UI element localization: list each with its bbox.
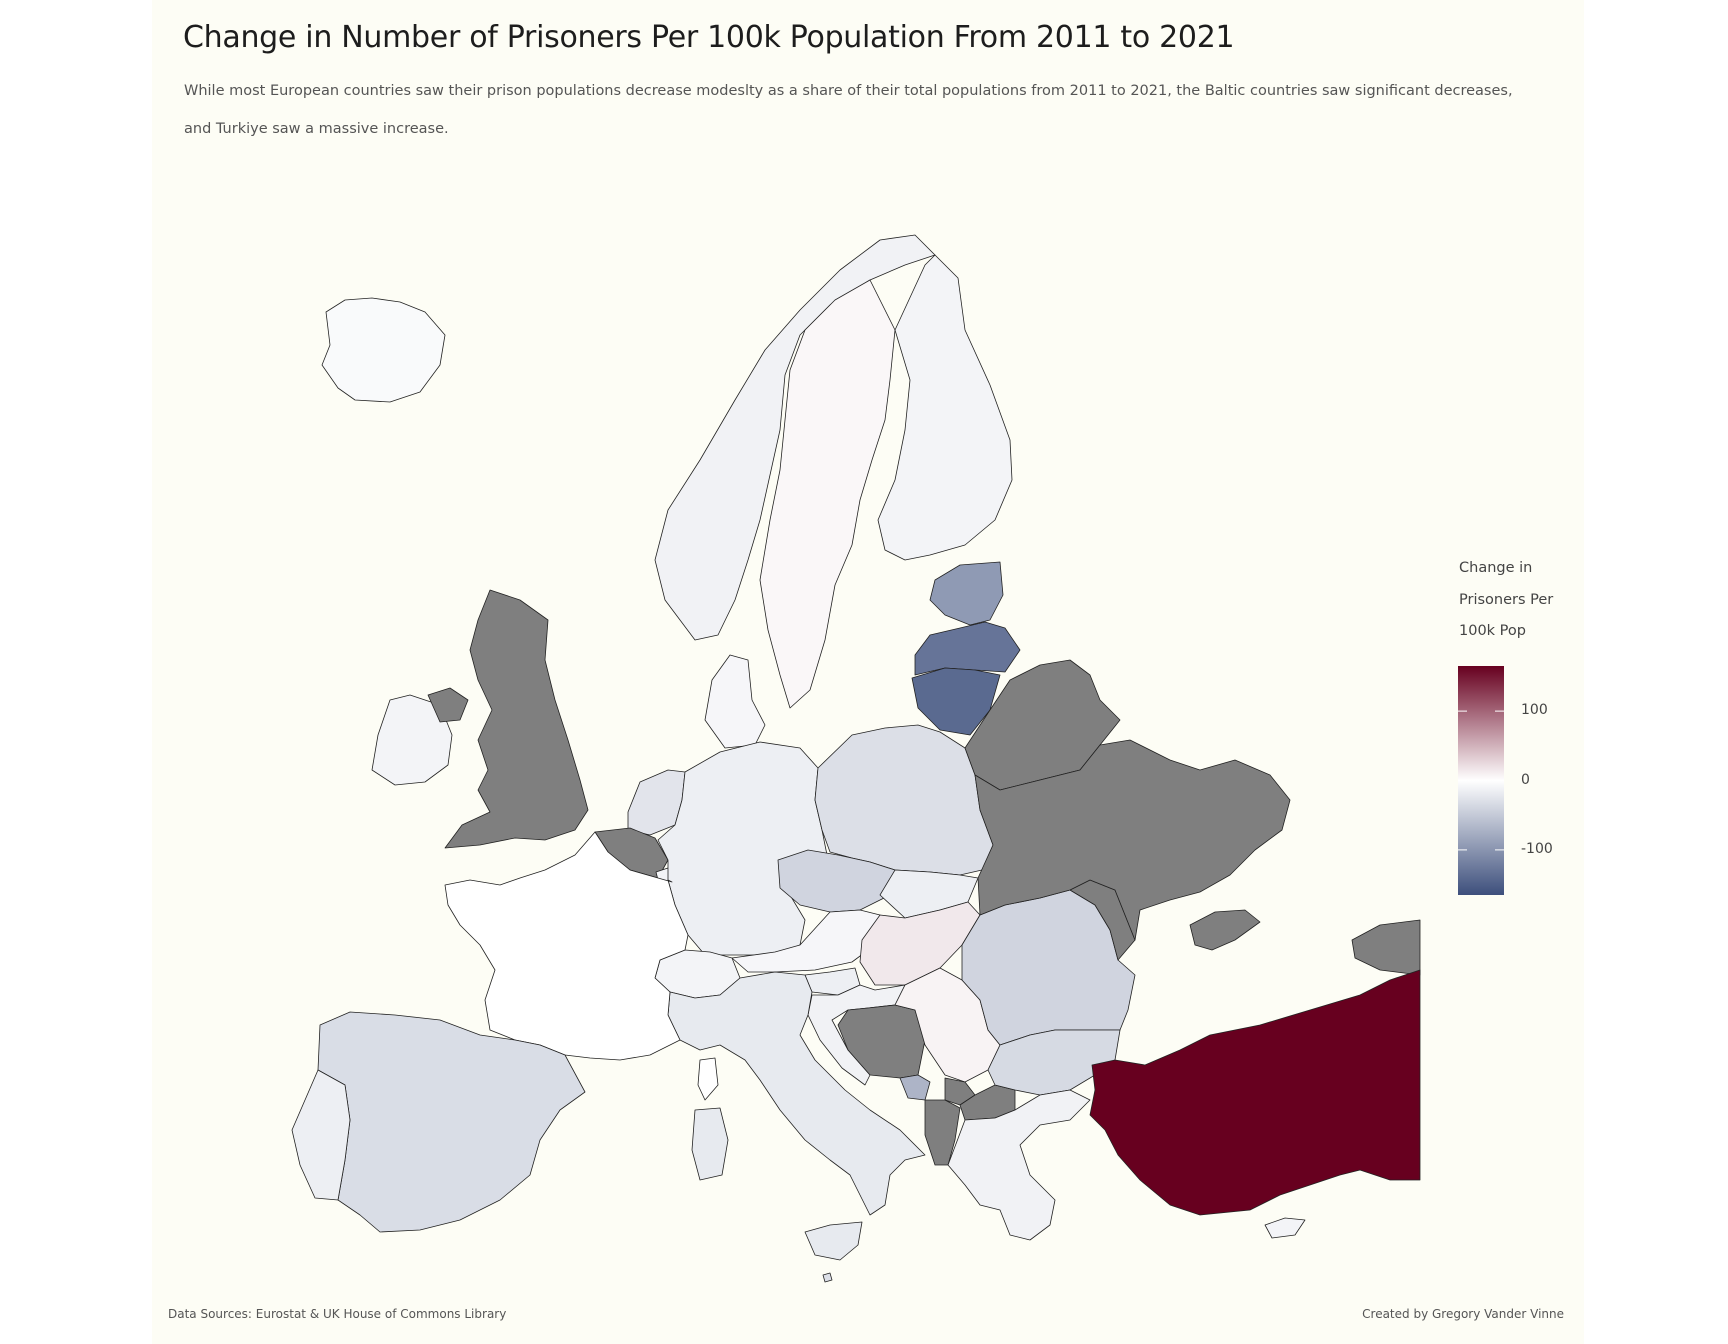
legend-tick-label: 100 <box>1521 702 1548 719</box>
region-greece <box>947 1089 1091 1241</box>
region-albania <box>924 1099 961 1166</box>
region-malta <box>822 1272 833 1283</box>
region-finland <box>877 254 1013 561</box>
region-northern-ireland <box>427 687 469 723</box>
region-sardinia <box>691 1107 729 1181</box>
region-iceland <box>321 297 446 403</box>
region-cyprus <box>1264 1217 1306 1239</box>
region-denmark <box>704 654 766 749</box>
author-credit: Created by Gregory Vander Vinne <box>1362 1307 1564 1321</box>
legend-title: Change in Prisoners Per 100k Pop <box>1459 560 1554 639</box>
region-italy <box>667 971 926 1216</box>
legend-tick-label: -100 <box>1521 840 1553 857</box>
region-ireland <box>371 694 453 786</box>
region-sweden <box>759 279 896 709</box>
region-latvia <box>914 621 1021 676</box>
map-title: Change in Number of Prisoners Per 100k P… <box>183 20 1235 55</box>
region-crimea <box>1189 909 1261 951</box>
region-corsica <box>697 1057 719 1101</box>
region-turkiye <box>1089 969 1421 1216</box>
region-ukraine <box>974 739 1291 941</box>
region-france <box>444 831 689 1061</box>
region-uk <box>444 589 589 849</box>
map-subtitle: While most European countries saw their … <box>184 83 1513 137</box>
region-estonia <box>929 561 1004 626</box>
region-sicily <box>804 1221 863 1261</box>
legend-color-bar <box>1458 666 1504 895</box>
region-croatia <box>807 984 906 1086</box>
region-norway <box>654 234 936 641</box>
data-source-note: Data Sources: Eurostat & UK House of Com… <box>168 1307 507 1321</box>
region-portugal <box>291 1069 351 1201</box>
legend-tick-label: 0 <box>1521 771 1530 788</box>
region-caucasus <box>1351 919 1421 976</box>
region-montenegro <box>899 1074 931 1101</box>
